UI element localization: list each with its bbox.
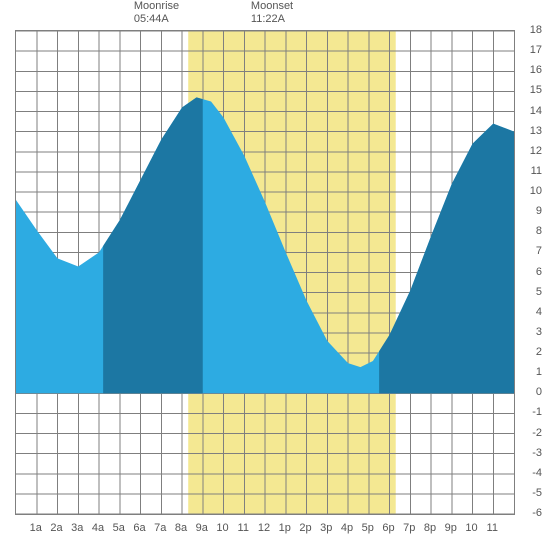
- y-tick: -1: [532, 406, 542, 418]
- y-tick: -3: [532, 447, 542, 459]
- moonset-title: Moonset: [251, 0, 293, 13]
- plot-area: [15, 30, 515, 515]
- moonset-label: Moonset 11:22A: [251, 0, 293, 26]
- x-tick: 1a: [30, 522, 42, 534]
- y-tick: 8: [536, 225, 542, 237]
- x-tick: 6a: [133, 522, 145, 534]
- x-tick: 11: [487, 522, 498, 534]
- y-tick: 0: [536, 386, 542, 398]
- y-tick: 16: [530, 64, 542, 76]
- y-tick: 12: [530, 145, 542, 157]
- y-tick: -6: [532, 507, 542, 519]
- header-labels: Moonrise 05:44A Moonset 11:22A: [0, 0, 550, 30]
- y-tick: 14: [530, 105, 542, 117]
- x-tick: 9p: [445, 522, 457, 534]
- moonrise-title: Moonrise: [134, 0, 179, 13]
- x-tick: 2p: [299, 522, 311, 534]
- x-tick: 12: [258, 522, 270, 534]
- x-tick: 10: [465, 522, 477, 534]
- tide-chart: Moonrise 05:44A Moonset 11:22A 181716151…: [0, 0, 550, 550]
- y-tick: 10: [530, 185, 542, 197]
- y-tick: 18: [530, 24, 542, 36]
- x-tick: 10: [216, 522, 228, 534]
- y-tick: 7: [536, 245, 542, 257]
- x-tick: 9a: [196, 522, 208, 534]
- y-tick: 4: [536, 306, 542, 318]
- y-tick: 2: [536, 346, 542, 358]
- x-tick: 5p: [362, 522, 374, 534]
- y-tick: 3: [536, 326, 542, 338]
- x-tick: 2a: [50, 522, 62, 534]
- moonset-time: 11:22A: [251, 13, 293, 26]
- x-tick: 3p: [320, 522, 332, 534]
- y-tick: -2: [532, 427, 542, 439]
- y-tick: -4: [532, 467, 542, 479]
- y-tick: 9: [536, 205, 542, 217]
- y-tick: 1: [536, 366, 542, 378]
- y-tick: 11: [531, 165, 542, 177]
- x-tick: 4p: [341, 522, 353, 534]
- moonrise-time: 05:44A: [134, 13, 179, 26]
- y-tick: 6: [536, 266, 542, 278]
- x-tick: 7a: [154, 522, 166, 534]
- x-tick: 8p: [424, 522, 436, 534]
- x-tick: 3a: [71, 522, 83, 534]
- moonrise-label: Moonrise 05:44A: [134, 0, 179, 26]
- x-tick: 6p: [382, 522, 394, 534]
- y-tick: 15: [530, 84, 542, 96]
- x-tick: 11: [238, 522, 249, 534]
- x-tick: 7p: [403, 522, 415, 534]
- y-tick: 17: [530, 44, 542, 56]
- y-tick: 5: [536, 286, 542, 298]
- x-tick: 8a: [175, 522, 187, 534]
- plot-svg: [16, 31, 514, 514]
- y-tick: 13: [530, 125, 542, 137]
- x-tick: 1p: [279, 522, 291, 534]
- y-tick: -5: [532, 487, 542, 499]
- x-tick: 4a: [92, 522, 104, 534]
- x-tick: 5a: [113, 522, 125, 534]
